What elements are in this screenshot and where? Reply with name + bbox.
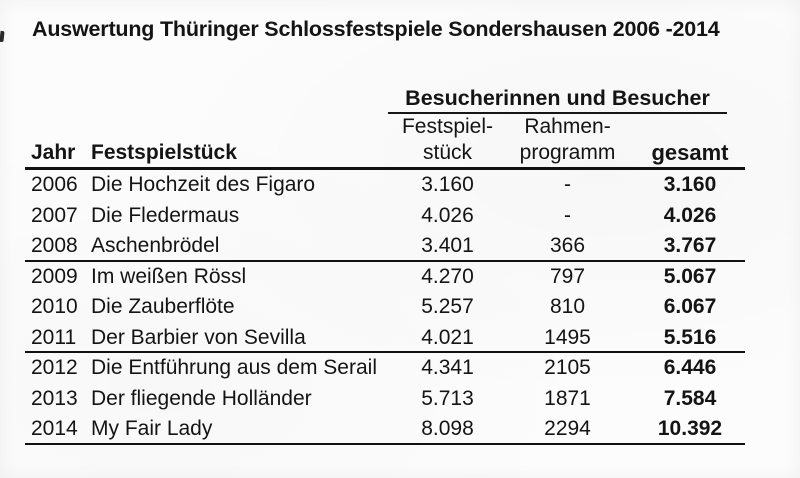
cell-gesamt: 6.446 <box>663 356 717 380</box>
cell-festspielstueck-count: 3.401 <box>421 234 474 258</box>
cell-festspielstueck-title: Im weißen Rössl <box>91 264 247 288</box>
cell-rahmenprogramm: 2105 <box>544 356 591 380</box>
cell-festspielstueck-count: 8.098 <box>421 417 474 441</box>
cell-festspielstueck-count: 5.257 <box>421 295 474 319</box>
table-group-header-row: Besucherinnen und Besucher <box>25 84 745 114</box>
cell-gesamt: 10.392 <box>657 417 723 441</box>
column-header-festspielstueck-count: Festspiel- stück <box>395 114 500 169</box>
cell-gesamt: 3.767 <box>663 234 717 258</box>
column-header-rahmenprogramm-line1: Rahmen- <box>524 115 611 138</box>
table-row: 2011 Der Barbier von Sevilla 4.021 1495 … <box>25 323 745 354</box>
cell-rahmenprogramm: 1871 <box>544 386 591 410</box>
column-header-festspielstueck-title: Festspielstück <box>91 141 237 164</box>
table-row: 2013 Der fliegende Holländer 5.713 1871 … <box>25 384 745 415</box>
table-row: 2010 Die Zauberflöte 5.257 810 6.067 <box>25 292 745 323</box>
cell-festspielstueck-title: Aschenbrödel <box>91 234 220 258</box>
table-row: 2006 Die Hochzeit des Figaro 3.160 - 3.1… <box>25 170 745 201</box>
cell-gesamt: 6.067 <box>663 295 717 319</box>
table-column-header-row: Jahr Festspielstück Festspiel- stück Rah… <box>25 114 745 170</box>
column-header-rahmenprogramm: Rahmen- programm <box>500 114 635 169</box>
cell-jahr: 2009 <box>31 264 78 288</box>
cell-festspielstueck-count: 4.026 <box>421 203 474 227</box>
table-row: 2014 My Fair Lady 8.098 2294 10.392 <box>25 414 745 445</box>
cell-rahmenprogramm: 810 <box>549 295 586 319</box>
cell-jahr: 2008 <box>31 234 78 258</box>
cell-festspielstueck-count: 4.021 <box>421 325 474 349</box>
table-body: 2006 Die Hochzeit des Figaro 3.160 - 3.1… <box>25 170 745 445</box>
cell-gesamt: 4.026 <box>663 203 717 227</box>
cell-jahr: 2006 <box>31 173 78 196</box>
column-header-rahmenprogramm-line2: programm <box>519 141 616 164</box>
cell-gesamt: 7.584 <box>663 386 717 410</box>
cell-festspielstueck-title: Die Hochzeit des Figaro <box>91 173 316 196</box>
column-header-festspielstueck-line1: Festspiel- <box>401 115 494 138</box>
scan-artifact <box>0 30 5 43</box>
cell-festspielstueck-title: Die Zauberflöte <box>91 295 235 319</box>
cell-rahmenprogramm: 366 <box>549 234 586 258</box>
cell-festspielstueck-title: Die Fledermaus <box>91 203 240 227</box>
cell-gesamt: 3.160 <box>663 173 717 196</box>
cell-gesamt: 5.067 <box>663 264 717 288</box>
cell-festspielstueck-count: 5.713 <box>421 386 474 410</box>
cell-rahmenprogramm: 1495 <box>544 325 591 349</box>
column-header-jahr: Jahr <box>31 141 76 164</box>
cell-festspielstueck-title: Der fliegende Holländer <box>91 386 312 410</box>
table-row: 2008 Aschenbrödel 3.401 366 3.767 <box>25 231 745 262</box>
cell-festspielstueck-count: 4.341 <box>421 356 474 380</box>
document-title: Auswertung Thüringer Schlossfestspiele S… <box>32 17 720 41</box>
table-row: 2009 Im weißen Rössl 4.270 797 5.067 <box>25 262 745 293</box>
table-row: 2007 Die Fledermaus 4.026 - 4.026 <box>25 201 745 232</box>
cell-festspielstueck-title: Die Entführung aus dem Serail <box>91 356 377 380</box>
cell-rahmenprogramm: - <box>564 173 571 196</box>
column-header-gesamt: gesamt <box>651 140 729 165</box>
cell-jahr: 2007 <box>31 203 78 227</box>
cell-jahr: 2014 <box>31 417 78 441</box>
table-row: 2012 Die Entführung aus dem Serail 4.341… <box>25 353 745 384</box>
cell-rahmenprogramm: 797 <box>549 264 586 288</box>
cell-rahmenprogramm: 2294 <box>544 417 591 441</box>
column-header-festspielstueck-line2: stück <box>422 141 472 164</box>
cell-jahr: 2013 <box>31 386 78 410</box>
cell-rahmenprogramm: - <box>564 203 571 227</box>
cell-gesamt: 5.516 <box>663 325 717 349</box>
cell-jahr: 2012 <box>31 356 78 380</box>
cell-jahr: 2010 <box>31 295 78 319</box>
cell-jahr: 2011 <box>31 325 77 349</box>
cell-festspielstueck-title: Der Barbier von Sevilla <box>91 325 306 349</box>
attendance-table: Besucherinnen und Besucher Jahr Festspie… <box>25 84 745 445</box>
column-group-header: Besucherinnen und Besucher <box>388 84 727 114</box>
cell-festspielstueck-count: 3.160 <box>421 173 474 196</box>
cell-festspielstueck-title: My Fair Lady <box>91 417 213 441</box>
cell-festspielstueck-count: 4.270 <box>421 264 474 288</box>
